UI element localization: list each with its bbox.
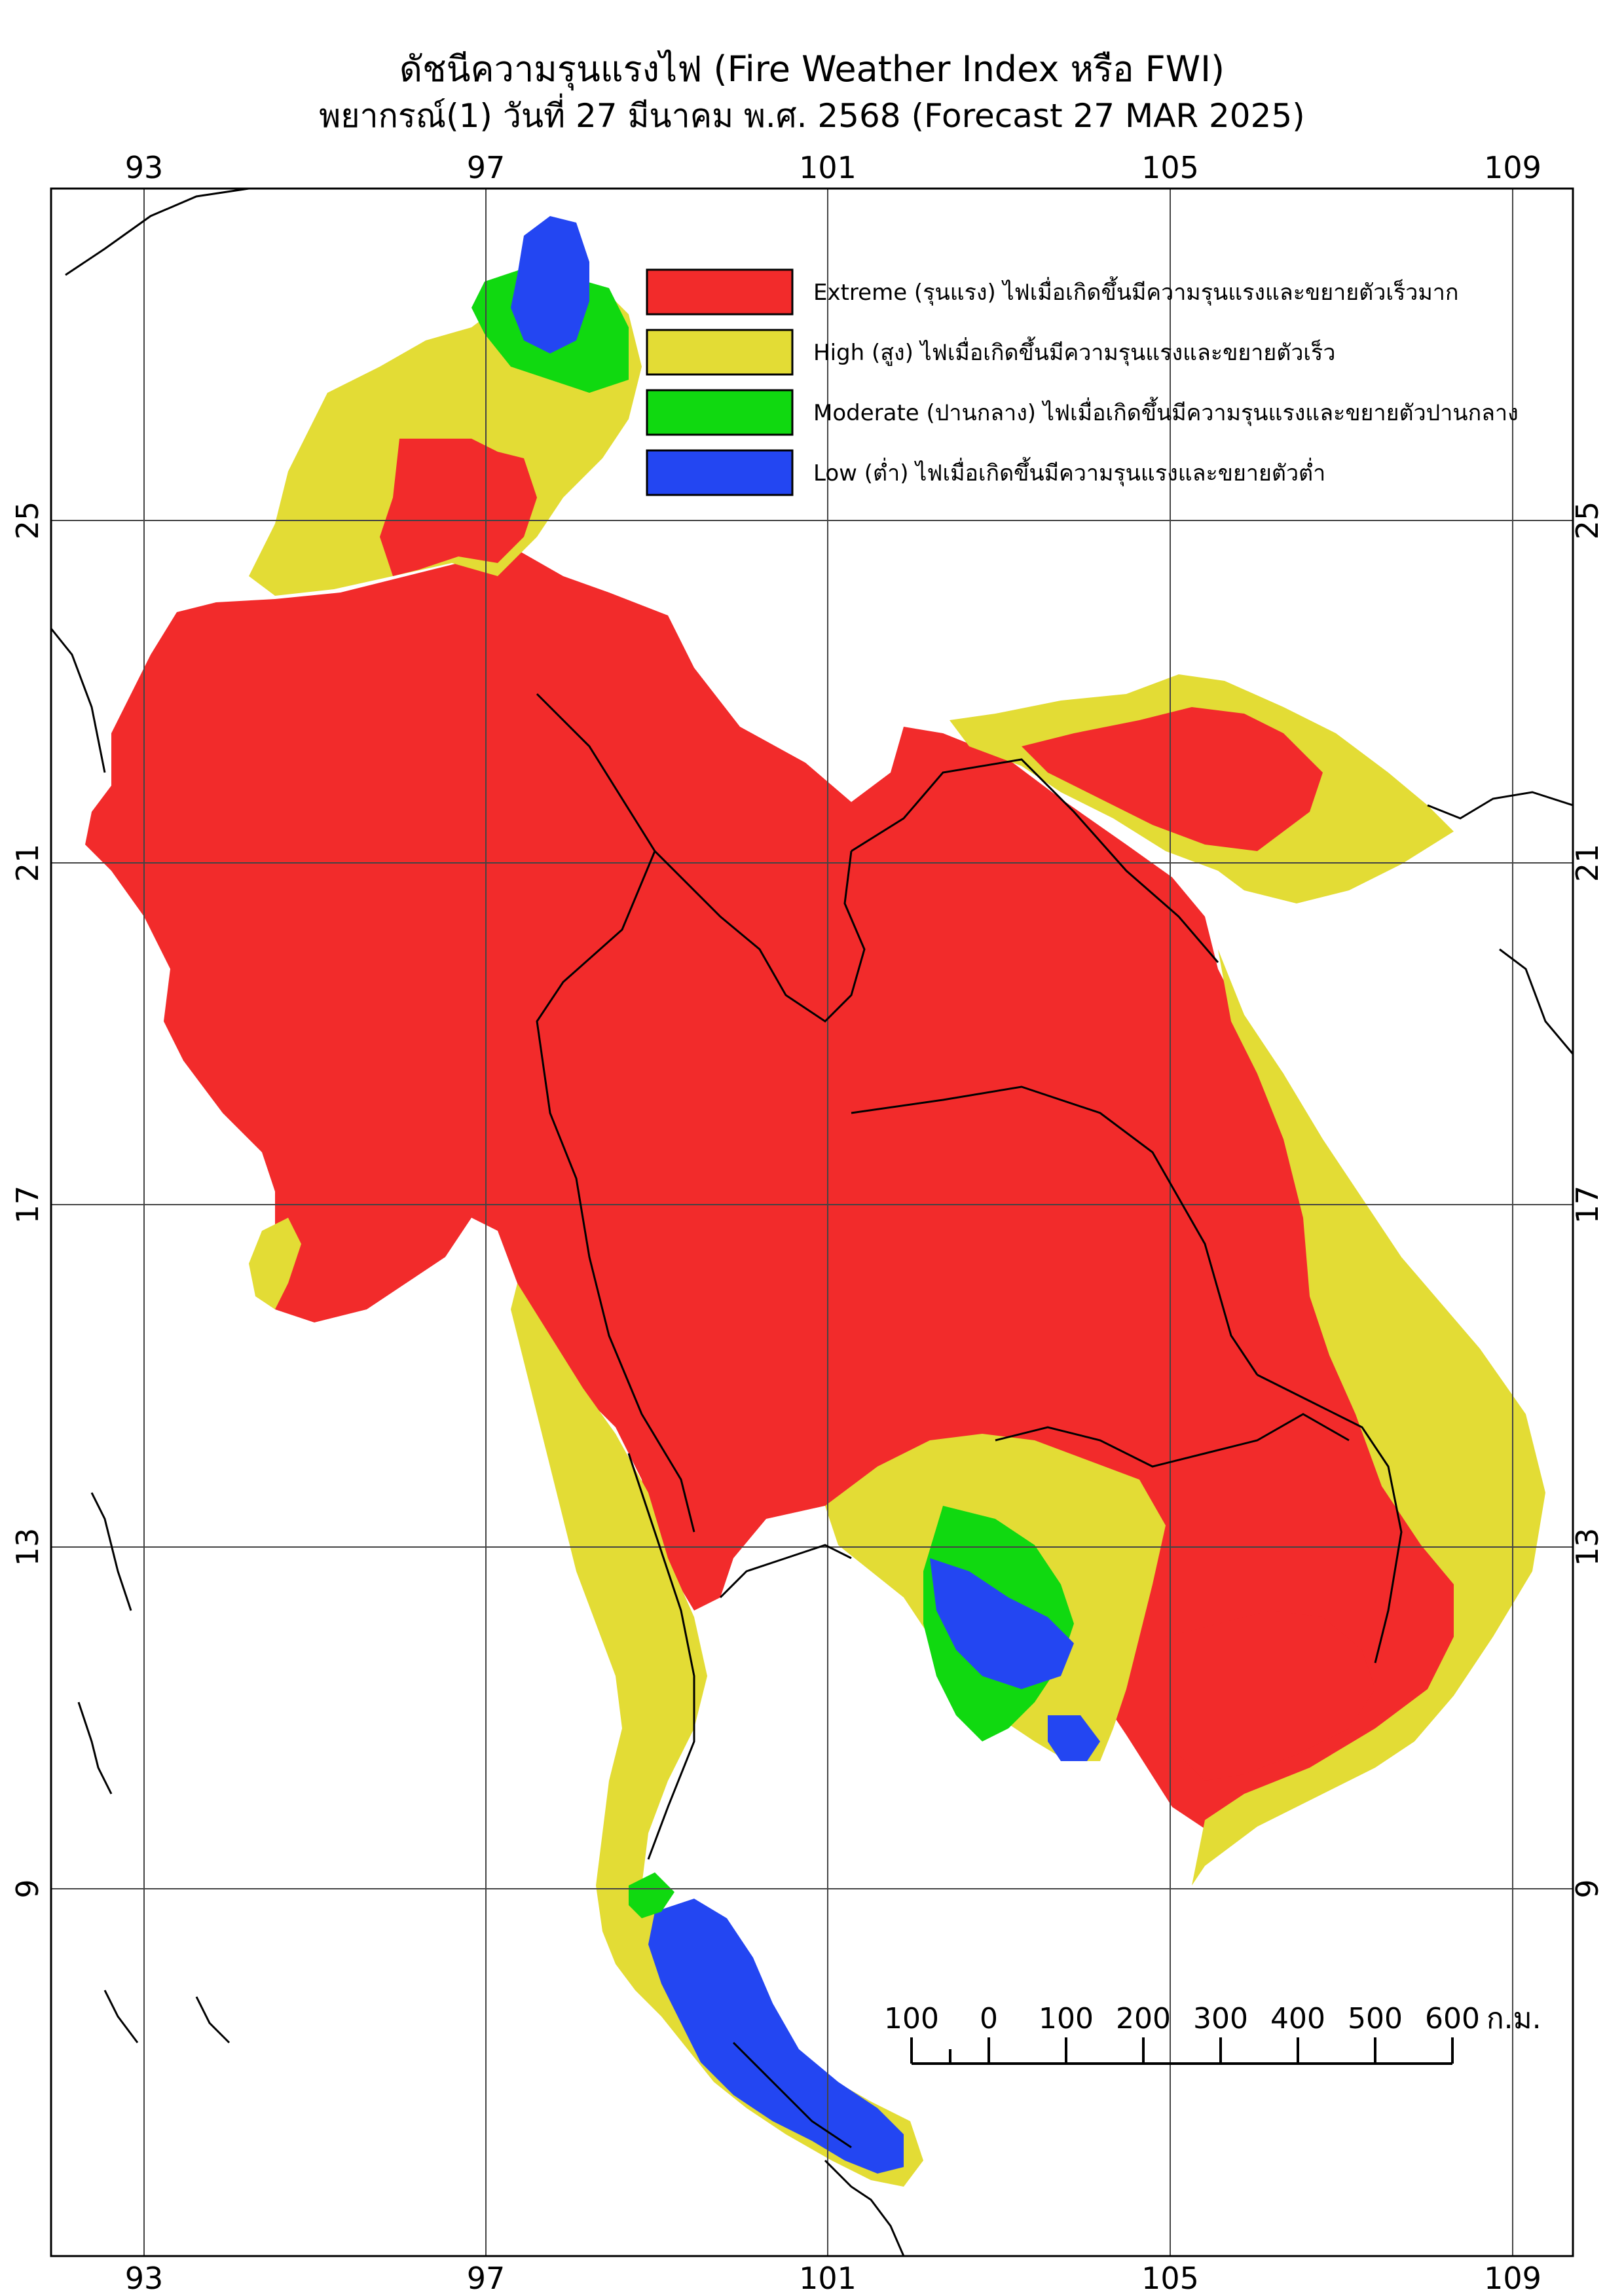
extreme-region-north-patch	[380, 439, 537, 576]
lon-label-top-4: 105	[1141, 150, 1199, 185]
low-region-gulf	[930, 1558, 1074, 1689]
lon-label-bottom-5: 109	[1484, 2261, 1541, 2296]
low-region-south	[648, 1899, 904, 2174]
lon-label-bottom-2: 97	[467, 2261, 506, 2296]
extreme-region-north-vietnam	[1022, 707, 1323, 851]
lon-label-bottom-3: 101	[799, 2261, 857, 2296]
lon-label-bottom-4: 105	[1141, 2261, 1199, 2296]
coastlines	[51, 189, 1573, 2256]
lon-label-bottom-1: 93	[125, 2261, 164, 2296]
scale-tick-label-6: 400	[1270, 2002, 1325, 2035]
map-frame	[50, 187, 1574, 2257]
low-region-gulf-south	[1048, 1715, 1100, 1761]
high-region-myanmar-coast	[249, 1218, 301, 1309]
legend-swatch-moderate	[646, 389, 794, 436]
longitude-labels: 93 97 101 105 109 93 97 101 105 109	[125, 150, 1541, 2296]
lon-label-top-3: 101	[799, 150, 857, 185]
lat-label-right-1: 25	[1570, 501, 1605, 540]
map-subtitle: พยากรณ์(1) วันที่ 27 มีนาคม พ.ศ. 2568 (F…	[319, 97, 1305, 135]
lat-label-left-5: 9	[10, 1879, 45, 1898]
scale-tick-label-4: 200	[1116, 2002, 1171, 2035]
legend-label-extreme: Extreme (รุนแรง) ไฟเมื่อเกิดขึ้นมีความรุ…	[813, 276, 1458, 306]
lat-label-left-4: 13	[10, 1528, 45, 1567]
low-region-north	[511, 216, 589, 354]
lat-label-left-3: 17	[10, 1186, 45, 1224]
latitude-labels: 25 21 17 13 9 25 21 17 13 9	[10, 501, 1605, 1899]
lon-label-top-2: 97	[467, 150, 506, 185]
extreme-region-southeast	[1166, 1611, 1375, 1781]
country-borders	[536, 693, 1403, 2149]
legend-swatch-extreme	[646, 268, 794, 316]
legend-label-high: High (สูง) ไฟเมื่อเกิดขึ้นมีความรุนแรงแล…	[813, 337, 1335, 366]
lat-label-right-4: 13	[1570, 1528, 1605, 1567]
map-title: ดัชนีความรุนแรงไฟ (Fire Weather Index หร…	[399, 48, 1225, 90]
legend-swatch-low	[646, 449, 794, 496]
legend: Extreme (รุนแรง) ไฟเมื่อเกิดขึ้นมีความรุ…	[646, 268, 1519, 496]
lon-label-top-5: 109	[1484, 150, 1541, 185]
lat-label-right-5: 9	[1570, 1879, 1605, 1898]
scale-tick-label-1: 100	[884, 2002, 939, 2035]
scale-bar: 100 0 100 200 300 400 500 600 ก.ม.	[884, 2002, 1541, 2065]
legend-swatch-high	[646, 329, 794, 376]
high-region-vietnam-coast	[1192, 949, 1545, 1886]
legend-label-moderate: Moderate (ปานกลาง) ไฟเมื่อเกิดขึ้นมีความ…	[813, 397, 1519, 426]
scale-tick-label-5: 300	[1193, 2002, 1248, 2035]
lat-label-left-2: 21	[10, 844, 45, 883]
lat-label-right-2: 21	[1570, 844, 1605, 883]
lat-label-right-3: 17	[1570, 1186, 1605, 1224]
lon-label-top-1: 93	[125, 150, 164, 185]
lat-label-left-1: 25	[10, 501, 45, 540]
scale-tick-label-8: 600	[1425, 2002, 1480, 2035]
scale-tick-label-2: 0	[980, 2002, 998, 2035]
moderate-region-south	[629, 1872, 674, 1918]
scale-unit-label: ก.ม.	[1486, 2002, 1541, 2035]
scale-tick-label-7: 500	[1348, 2002, 1403, 2035]
legend-label-low: Low (ต่ำ) ไฟเมื่อเกิดขึ้นมีความรุนแรงและ…	[813, 457, 1325, 486]
high-region-peninsula	[511, 1283, 923, 2187]
scale-tick-label-3: 100	[1039, 2002, 1094, 2035]
graticule	[51, 189, 1573, 2256]
